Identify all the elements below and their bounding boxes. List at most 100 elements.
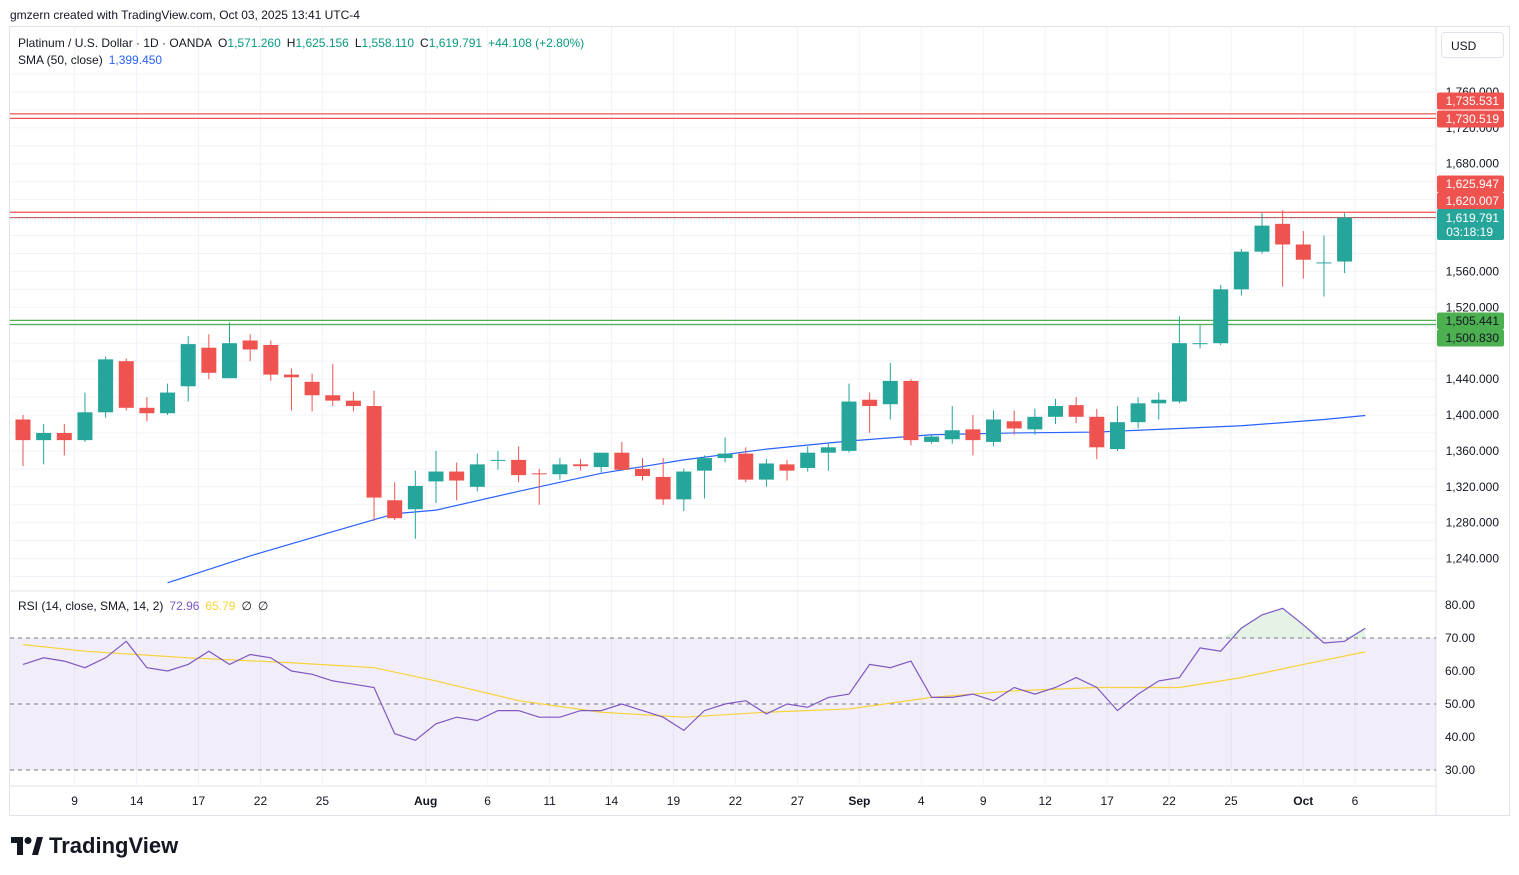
rsi-label[interactable]: RSI (14, close, SMA, 14, 2) [18, 599, 164, 613]
time-tick-label: 6 [484, 794, 491, 808]
candle-body [1027, 416, 1043, 430]
time-tick-label: Oct [1293, 794, 1313, 808]
time-tick-label: 6 [1352, 794, 1359, 808]
time-tick-label: 27 [791, 794, 805, 808]
price-label-box [1437, 312, 1504, 330]
candle-body [1275, 223, 1291, 245]
candle-body [180, 344, 196, 387]
candle-body [655, 476, 671, 500]
candle-body [614, 452, 630, 470]
candle-body [1109, 422, 1125, 450]
chart-frame[interactable] [9, 26, 1510, 816]
candle-body [304, 381, 320, 396]
time-tick-label: 22 [254, 794, 268, 808]
candle-body [1089, 416, 1105, 448]
candle-body [1254, 225, 1270, 252]
candle [696, 455, 712, 499]
candle [758, 458, 774, 487]
currency-button[interactable]: USD [1441, 32, 1504, 58]
candle [118, 358, 134, 411]
candle [263, 340, 279, 381]
resistance-price-label: 1,730.519 [1437, 110, 1504, 128]
time-tick-label: 14 [130, 794, 144, 808]
candle [366, 390, 382, 521]
candle [1254, 213, 1270, 254]
candle [944, 406, 960, 444]
candle [139, 397, 155, 422]
candle [573, 458, 589, 471]
candle-body [98, 359, 114, 413]
candle-body [593, 452, 609, 468]
candle-body [283, 374, 299, 378]
candle-body [903, 380, 919, 441]
candle [593, 452, 609, 473]
price-tick-label: 1,320.000 [1446, 480, 1500, 494]
candle-body [36, 432, 52, 441]
candle [1089, 408, 1105, 459]
candle [511, 446, 527, 483]
sma-label[interactable]: SMA (50, close) [18, 53, 103, 67]
candle-body [118, 361, 134, 408]
close-value: 1,619.791 [428, 36, 483, 50]
time-tick-label: 25 [1224, 794, 1238, 808]
candle-body [449, 471, 465, 481]
candle-body [882, 380, 898, 405]
candle-body [1151, 399, 1167, 404]
candle-body [160, 392, 176, 414]
rsi-legend: RSI (14, close, SMA, 14, 2) 72.96 65.79 … [18, 599, 268, 613]
candle-body [1337, 217, 1353, 262]
time-tick-label: 22 [729, 794, 743, 808]
sma-line [167, 414, 1366, 584]
candle [924, 434, 940, 444]
candle [676, 468, 692, 512]
horizontal-lines-layer [10, 113, 1436, 326]
resistance-price-label: 1,625.947 [1437, 175, 1504, 193]
candle [1316, 235, 1332, 297]
rsi-band-layer [10, 637, 1436, 771]
rsi-extra-1: ∅ [241, 599, 252, 613]
tradingview-logo-icon [11, 837, 43, 855]
rsi-overbought-fill [1344, 628, 1366, 638]
rsi-line [22, 607, 1366, 741]
price-tick-label: 1,520.000 [1446, 300, 1500, 314]
candle [283, 368, 299, 411]
last-price-box [1437, 209, 1504, 240]
last-price-text: 1,619.791 [1446, 211, 1500, 225]
candle [98, 356, 114, 418]
candle-body [1192, 343, 1208, 345]
candle-body [696, 458, 712, 471]
price-tick-label: 1,680.000 [1446, 157, 1500, 171]
time-tick-label: 12 [1038, 794, 1052, 808]
rsi-tick-label: 80.00 [1445, 598, 1475, 612]
candle-body [924, 436, 940, 442]
rsi-tick-label: 70.00 [1445, 631, 1475, 645]
rsi-tick-label: 60.00 [1445, 664, 1475, 678]
candle-body [139, 407, 155, 414]
candle-body [1233, 251, 1249, 290]
low-value: 1,558.110 [361, 36, 415, 50]
rsi-layer [22, 607, 1366, 741]
price-label-text: 1,625.947 [1446, 177, 1500, 191]
candle-body [800, 452, 816, 468]
time-tick-label: Sep [848, 794, 870, 808]
symbol-title[interactable]: Platinum / U.S. Dollar · 1D · OANDA [18, 36, 213, 50]
candle [1337, 213, 1353, 274]
candle [36, 423, 52, 465]
candle [1068, 397, 1084, 424]
rsi-overbought-fill [1220, 608, 1324, 638]
candle [1213, 284, 1229, 345]
candle-body [387, 500, 403, 519]
candle [490, 450, 506, 470]
price-label-box [1437, 329, 1504, 347]
candle [428, 450, 444, 503]
candle-body [758, 463, 774, 480]
candle [1151, 392, 1167, 420]
candle-body [222, 343, 237, 379]
candle-body [1006, 421, 1022, 429]
price-label-box [1437, 175, 1504, 193]
candle-body [635, 468, 650, 477]
tradingview-logo[interactable]: TradingView [11, 833, 178, 859]
candle-body [1316, 262, 1332, 264]
candle-body [573, 464, 589, 467]
